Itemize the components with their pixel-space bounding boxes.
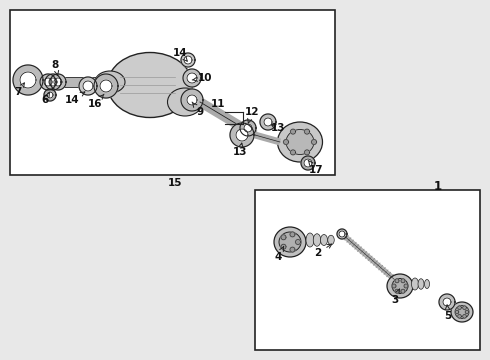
Polygon shape bbox=[240, 120, 256, 136]
Polygon shape bbox=[40, 74, 56, 90]
Ellipse shape bbox=[328, 235, 334, 245]
Polygon shape bbox=[244, 124, 252, 132]
Polygon shape bbox=[339, 231, 345, 237]
Ellipse shape bbox=[455, 306, 469, 319]
Text: 12: 12 bbox=[245, 107, 259, 123]
Polygon shape bbox=[463, 315, 466, 318]
Polygon shape bbox=[230, 123, 254, 147]
Bar bbox=[63, 77, 111, 87]
Polygon shape bbox=[458, 306, 461, 310]
Polygon shape bbox=[304, 150, 310, 155]
Text: 14: 14 bbox=[65, 92, 85, 105]
Polygon shape bbox=[290, 232, 295, 237]
Polygon shape bbox=[187, 73, 197, 83]
Polygon shape bbox=[290, 247, 295, 252]
Text: 16: 16 bbox=[88, 94, 104, 109]
Text: 5: 5 bbox=[444, 305, 452, 321]
Polygon shape bbox=[337, 229, 347, 239]
Polygon shape bbox=[304, 159, 312, 167]
Text: 7: 7 bbox=[14, 83, 24, 97]
Ellipse shape bbox=[418, 279, 424, 289]
Polygon shape bbox=[183, 69, 201, 87]
Text: 17: 17 bbox=[308, 160, 323, 175]
Polygon shape bbox=[291, 150, 295, 155]
Polygon shape bbox=[100, 80, 112, 92]
Polygon shape bbox=[94, 74, 118, 98]
Polygon shape bbox=[281, 244, 286, 249]
Polygon shape bbox=[236, 129, 248, 141]
Text: 15: 15 bbox=[168, 178, 182, 188]
Text: 14: 14 bbox=[172, 48, 187, 61]
Bar bbox=[255, 190, 480, 350]
Polygon shape bbox=[54, 78, 62, 86]
Ellipse shape bbox=[451, 302, 473, 322]
Polygon shape bbox=[401, 279, 405, 283]
Text: 9: 9 bbox=[192, 102, 203, 117]
Polygon shape bbox=[49, 78, 57, 86]
Text: 2: 2 bbox=[315, 244, 332, 258]
Text: 1: 1 bbox=[434, 180, 442, 194]
Polygon shape bbox=[455, 310, 459, 314]
Polygon shape bbox=[395, 289, 399, 293]
Polygon shape bbox=[291, 129, 295, 134]
Text: 3: 3 bbox=[392, 289, 400, 305]
Polygon shape bbox=[312, 140, 317, 144]
Polygon shape bbox=[392, 284, 396, 288]
Text: 10: 10 bbox=[192, 73, 212, 83]
Polygon shape bbox=[181, 53, 195, 67]
Polygon shape bbox=[184, 56, 192, 64]
Polygon shape bbox=[463, 306, 466, 310]
Text: 13: 13 bbox=[233, 143, 247, 157]
Polygon shape bbox=[44, 89, 56, 101]
Ellipse shape bbox=[279, 232, 301, 252]
Polygon shape bbox=[295, 239, 300, 244]
Polygon shape bbox=[458, 315, 461, 318]
Polygon shape bbox=[187, 95, 197, 105]
Polygon shape bbox=[264, 118, 272, 126]
Text: 13: 13 bbox=[271, 123, 285, 133]
Ellipse shape bbox=[306, 233, 314, 247]
Polygon shape bbox=[443, 298, 451, 306]
Text: 8: 8 bbox=[51, 60, 59, 76]
Ellipse shape bbox=[95, 71, 125, 93]
Polygon shape bbox=[401, 289, 405, 293]
Ellipse shape bbox=[313, 234, 321, 246]
Polygon shape bbox=[465, 310, 469, 314]
Ellipse shape bbox=[107, 53, 193, 117]
Polygon shape bbox=[45, 74, 61, 90]
Polygon shape bbox=[79, 77, 97, 95]
Ellipse shape bbox=[387, 274, 413, 298]
Ellipse shape bbox=[274, 227, 306, 257]
Polygon shape bbox=[260, 114, 276, 130]
Polygon shape bbox=[47, 92, 53, 98]
Ellipse shape bbox=[168, 88, 202, 116]
Text: 6: 6 bbox=[41, 92, 50, 105]
Polygon shape bbox=[439, 294, 455, 310]
Polygon shape bbox=[304, 129, 310, 134]
Text: 11: 11 bbox=[211, 99, 225, 109]
Ellipse shape bbox=[424, 279, 430, 288]
Polygon shape bbox=[50, 74, 66, 90]
Text: 4: 4 bbox=[274, 247, 284, 262]
Polygon shape bbox=[44, 78, 52, 86]
Polygon shape bbox=[404, 284, 408, 288]
Polygon shape bbox=[181, 89, 203, 111]
Polygon shape bbox=[284, 140, 289, 144]
Polygon shape bbox=[13, 65, 43, 95]
Polygon shape bbox=[281, 235, 286, 240]
Polygon shape bbox=[20, 72, 36, 88]
Ellipse shape bbox=[392, 279, 408, 293]
Bar bbox=[10, 10, 335, 175]
Polygon shape bbox=[83, 81, 93, 91]
Polygon shape bbox=[301, 156, 315, 170]
Polygon shape bbox=[395, 279, 399, 283]
Ellipse shape bbox=[286, 130, 314, 154]
Ellipse shape bbox=[320, 234, 327, 246]
Ellipse shape bbox=[277, 122, 322, 162]
Ellipse shape bbox=[412, 278, 418, 290]
